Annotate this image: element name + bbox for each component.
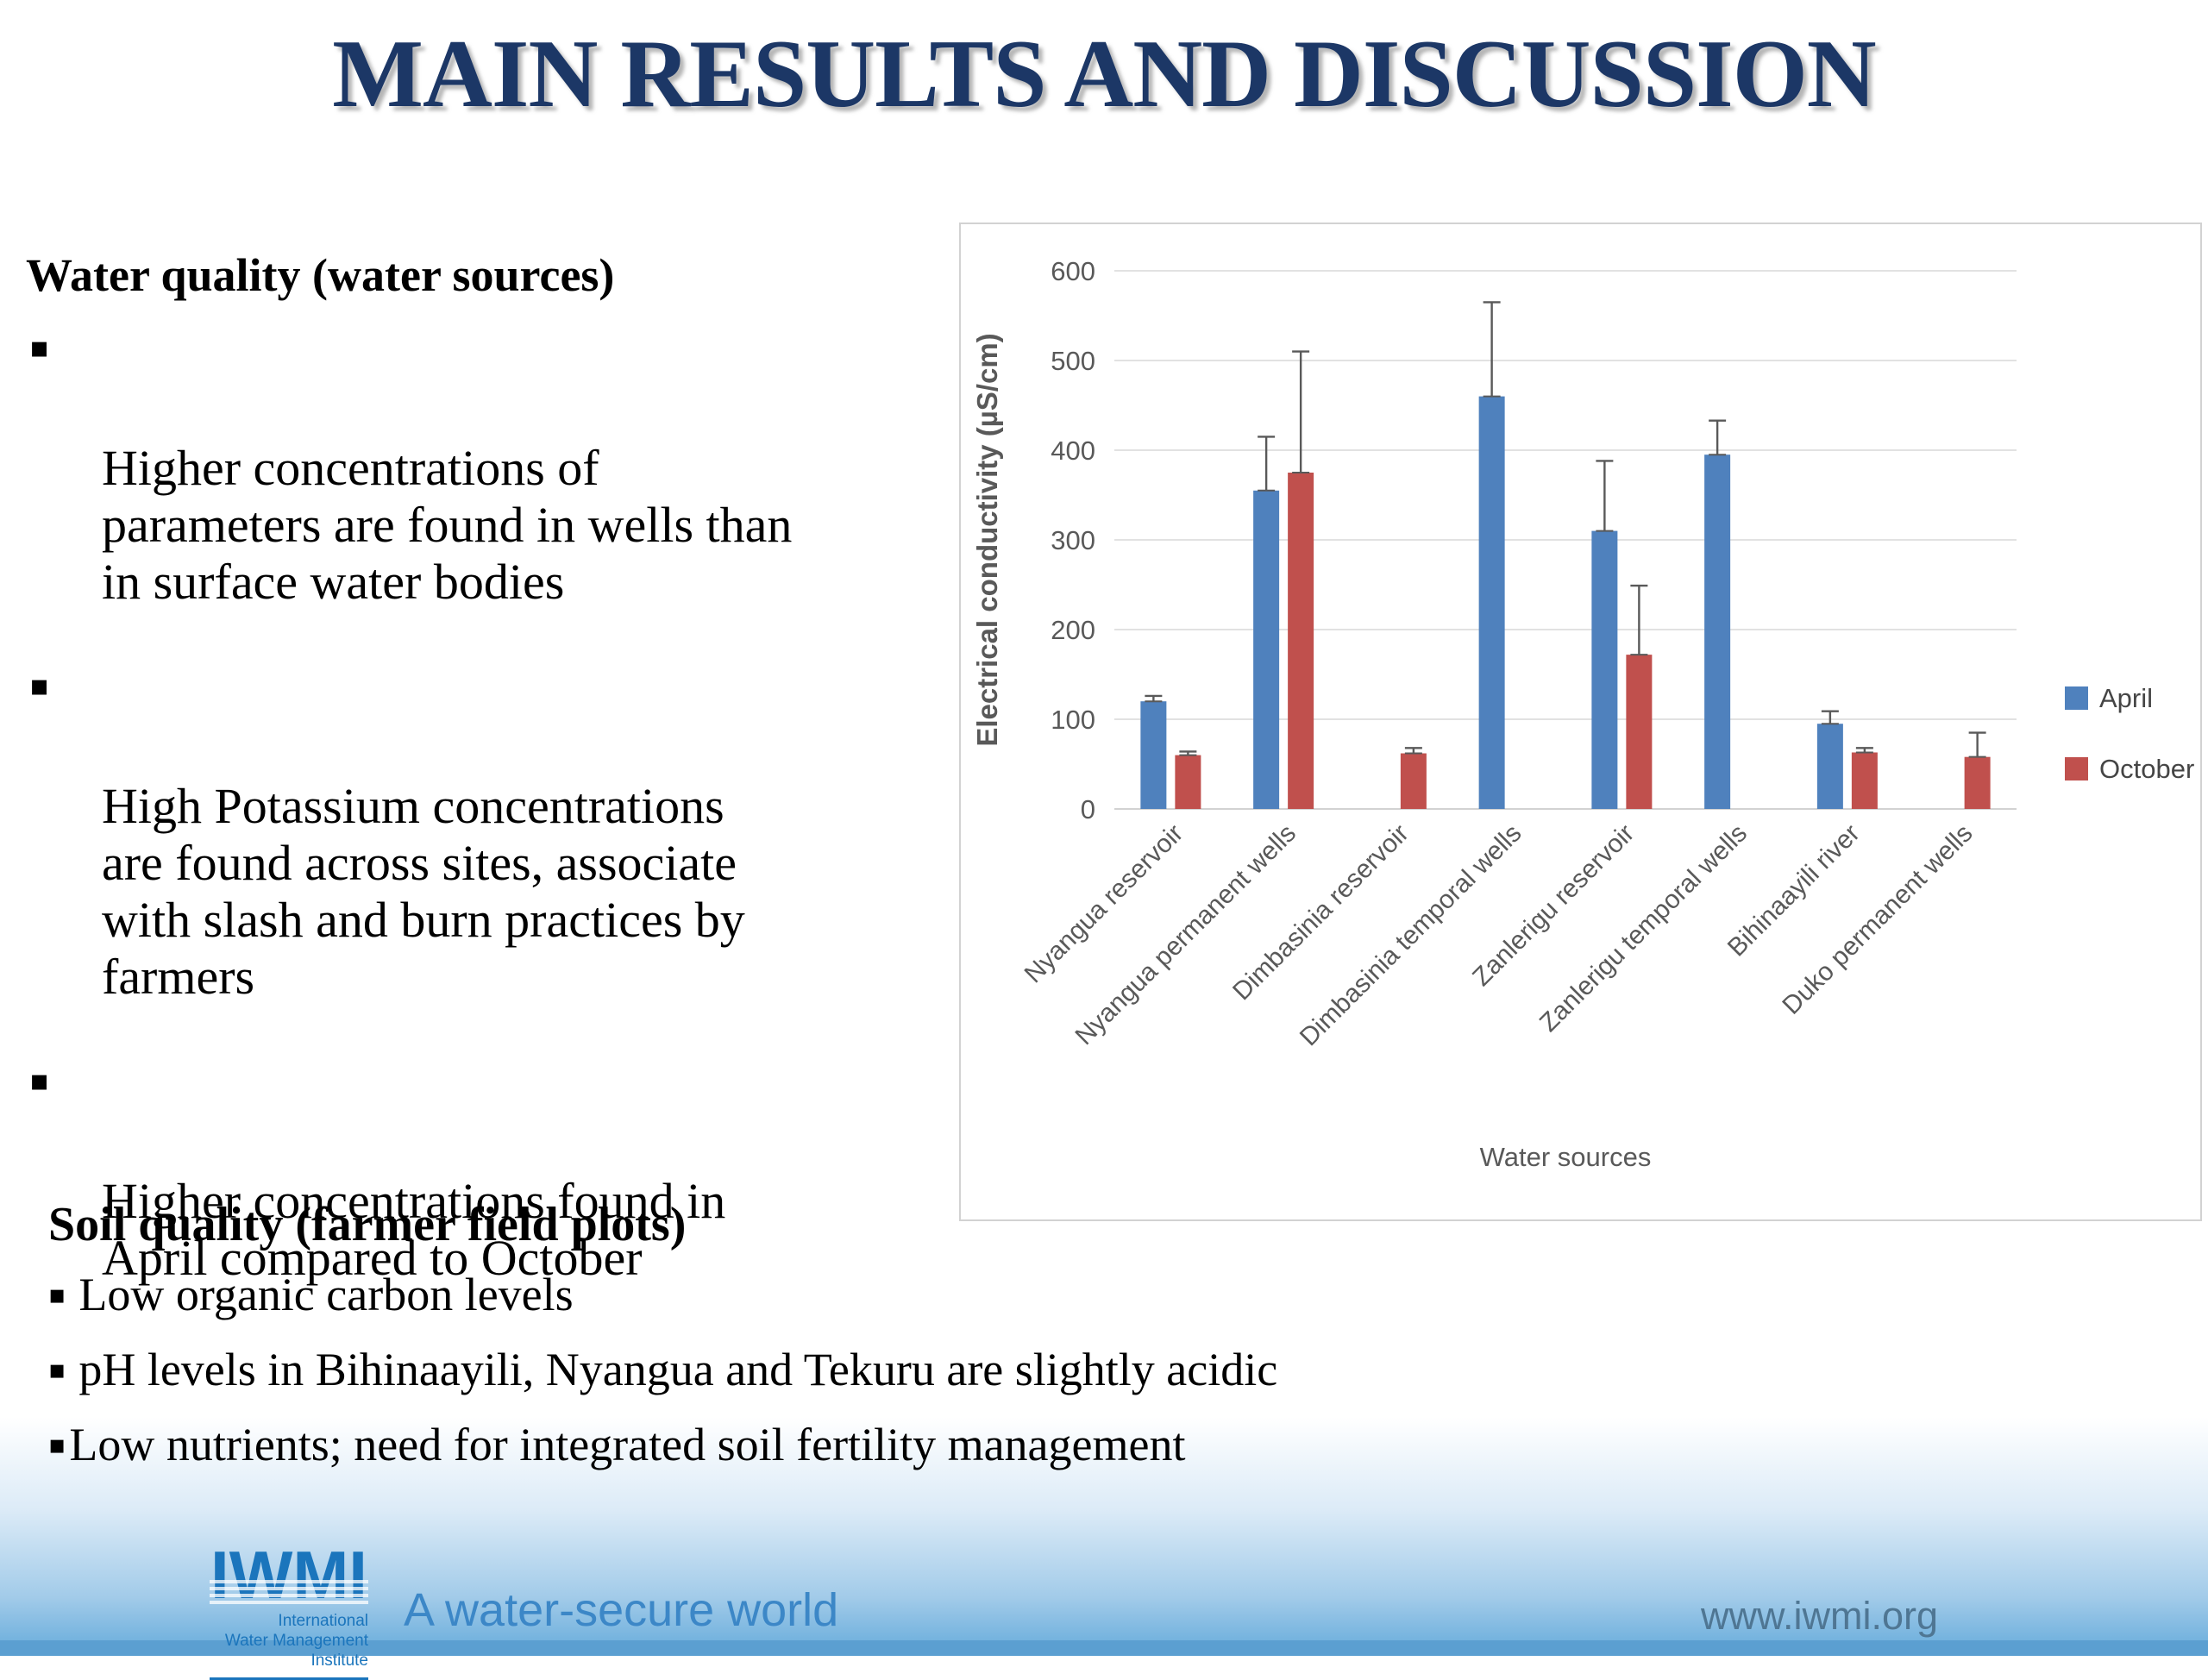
list-item: ▪ High Potassium concentrations are foun…: [26, 664, 953, 1006]
bar-chart: 0 100 200 300 400 500 600 Electrical conductivi…: [971, 256, 2194, 1172]
x-tick-label: Duko permanent wells: [1777, 819, 1978, 1020]
iwmi-logo-text: IWMI: [210, 1537, 367, 1613]
y-tick-label: 600: [1051, 256, 1095, 286]
x-tick-label: Zanlerigu temporal wells: [1534, 819, 1753, 1037]
y-tick-label: 100: [1051, 705, 1095, 735]
x-axis-title: Water sources: [1480, 1142, 1652, 1172]
legend-swatch-october: [2065, 757, 2088, 780]
bullet-text: Higher concentrations of parameters are …: [102, 440, 793, 610]
footer-band: [0, 1390, 2208, 1656]
list-item: ▪ pH levels in Bihinaayili, Nyangua and T…: [48, 1336, 2144, 1411]
iwmi-logo-subtitle-line: Water Management: [224, 1632, 368, 1650]
y-tick-label: 300: [1051, 525, 1095, 555]
slide-title: MAIN RESULTS AND DISCUSSION: [332, 21, 1876, 128]
y-tick-label: 400: [1051, 436, 1095, 466]
bar-october: [1400, 753, 1427, 809]
bar-april: [1591, 530, 1618, 809]
bullet-icon: ▪: [29, 668, 50, 703]
y-tick-label: 200: [1051, 615, 1095, 645]
bar-april: [1140, 701, 1167, 809]
bar-april: [1816, 724, 1843, 809]
bullet-icon: ▪: [48, 1355, 66, 1385]
bar-april: [1478, 396, 1505, 809]
water-quality-list: ▪ Higher concentrations of parameters ar…: [26, 326, 953, 1340]
bullet-icon: ▪: [29, 330, 50, 365]
list-item: ▪Low nutrients; need for integrated soil…: [48, 1411, 2144, 1486]
bullet-icon: ▪: [29, 1063, 50, 1098]
soil-quality-heading: Soil quality (farmer field plots): [48, 1198, 687, 1251]
bar-april: [1704, 454, 1731, 809]
iwmi-logo-subtitle: International Water Management Institute: [210, 1611, 368, 1671]
bullet-text: Higher concentrations found in April com…: [102, 1173, 726, 1286]
y-axis-title: Electrical conductivity (µS/cm): [971, 333, 1003, 746]
legend-label-october: October: [2099, 754, 2194, 784]
list-item: ▪ Higher concentrations found in April c…: [26, 1059, 953, 1287]
bar-april: [1253, 490, 1280, 809]
x-tick-label: Nyangua permanent wells: [1070, 819, 1302, 1051]
bullet-text: pH levels in Bihinaayili, Nyangua and Te…: [78, 1344, 1278, 1395]
bar-october: [1288, 473, 1314, 809]
y-tick-label: 0: [1081, 794, 1095, 824]
footer-bottom-strip: [0, 1640, 2208, 1656]
bar-october: [1175, 755, 1201, 809]
soil-quality-list: ▪ Low organic carbon levels ▪ pH levels in…: [48, 1261, 2144, 1486]
chart-panel: 0 100 200 300 400 500 600 Electrical conductivi…: [959, 223, 2202, 1221]
list-item: ▪ Low organic carbon levels: [48, 1261, 2144, 1336]
iwmi-logo-subtitle-line: Institute: [310, 1652, 368, 1670]
legend-swatch-april: [2065, 686, 2088, 710]
iwmi-logo-subtitle-line: International: [278, 1612, 368, 1630]
legend-label-april: April: [2099, 683, 2153, 713]
bar-october: [1626, 655, 1653, 809]
water-quality-heading: Water quality (water sources): [26, 249, 615, 301]
bar-october: [1851, 752, 1878, 809]
footer-website: www.iwmi.org: [1701, 1594, 1939, 1638]
x-tick-label: Dimbasinia temporal wells: [1295, 819, 1527, 1052]
bullet-text: Low organic carbon levels: [78, 1269, 574, 1320]
bullet-icon: ▪: [48, 1430, 66, 1460]
iwmi-logo-wordmark: IWMI: [210, 1540, 368, 1609]
footer-tagline: A water-secure world: [404, 1584, 839, 1636]
list-item: ▪ Higher concentrations of parameters ar…: [26, 326, 953, 611]
bullet-text: Low nutrients; need for integrated soil …: [69, 1419, 1186, 1470]
bullet-text: High Potassium concentrations are found …: [102, 778, 745, 1005]
bullet-icon: ▪: [48, 1280, 66, 1310]
y-tick-label: 500: [1051, 346, 1095, 376]
bar-october: [1964, 756, 1991, 809]
iwmi-logo: IWMI International Water Management Inst…: [210, 1540, 368, 1680]
